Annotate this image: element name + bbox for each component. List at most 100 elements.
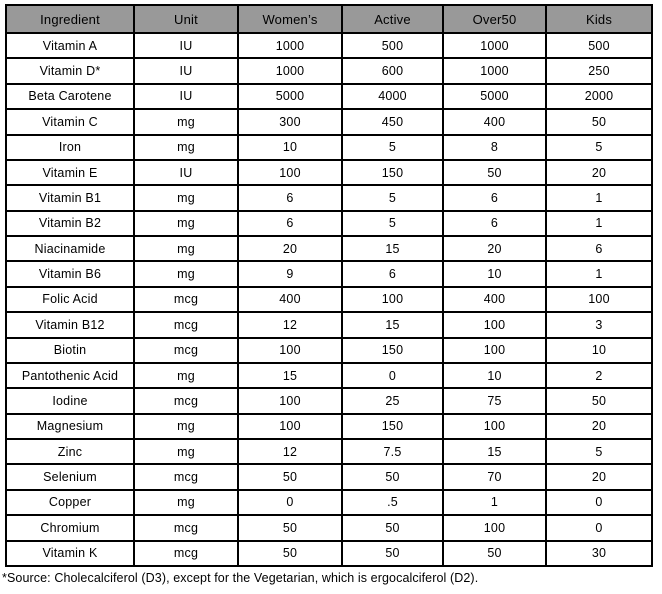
ingredient-cell: Vitamin B12	[5, 311, 135, 339]
table-row: Selenium mcg 50 50 70 20	[5, 463, 653, 491]
nutrition-table-container: Ingredient Unit Women’s Active Over50 Ki…	[5, 4, 653, 567]
value-cell: 50	[442, 539, 547, 567]
value-cell: mg	[133, 260, 239, 288]
value-cell: mcg	[133, 285, 239, 314]
value-cell: 20	[545, 158, 653, 187]
value-cell: 20	[545, 463, 653, 491]
ingredient-cell: Zinc	[5, 437, 135, 466]
value-cell: 30	[545, 539, 653, 567]
value-cell: 12	[237, 437, 343, 466]
table-row: Vitamin B2 mg 6 5 6 1	[5, 209, 653, 238]
column-header-kids: Kids	[545, 4, 653, 34]
value-cell: 25	[341, 387, 444, 415]
value-cell: IU	[133, 31, 239, 60]
value-cell: 1	[442, 488, 547, 517]
value-cell: 6	[237, 209, 343, 238]
table-row: Niacinamide mg 20 15 20 6	[5, 234, 653, 263]
value-cell: 50	[545, 108, 653, 136]
ingredient-cell: Folic Acid	[5, 285, 135, 314]
value-cell: mg	[133, 133, 239, 161]
ingredient-cell: Vitamin D*	[5, 57, 135, 85]
value-cell: 15	[442, 437, 547, 466]
value-cell: mg	[133, 108, 239, 136]
column-header-unit: Unit	[133, 4, 239, 34]
value-cell: 20	[237, 234, 343, 263]
value-cell: 50	[341, 463, 444, 491]
ingredient-cell: Niacinamide	[5, 234, 135, 263]
value-cell: 15	[237, 361, 343, 390]
value-cell: mcg	[133, 387, 239, 415]
value-cell: 6	[545, 234, 653, 263]
value-cell: 100	[442, 514, 547, 542]
value-cell: 15	[341, 311, 444, 339]
value-cell: 2000	[545, 82, 653, 111]
value-cell: 2	[545, 361, 653, 390]
value-cell: 20	[442, 234, 547, 263]
table-row: Biotin mcg 100 150 100 10	[5, 336, 653, 364]
table-row: Folic Acid mcg 400 100 400 100	[5, 285, 653, 314]
ingredient-cell: Copper	[5, 488, 135, 517]
value-cell: 50	[341, 514, 444, 542]
value-cell: mg	[133, 184, 239, 212]
table-row: Vitamin D* IU 1000 600 1000 250	[5, 57, 653, 85]
value-cell: mcg	[133, 514, 239, 542]
value-cell: 0	[545, 488, 653, 517]
value-cell: 10	[237, 133, 343, 161]
ingredient-cell: Pantothenic Acid	[5, 361, 135, 390]
ingredient-cell: Biotin	[5, 336, 135, 364]
table-row: Zinc mg 12 7.5 15 5	[5, 437, 653, 466]
value-cell: 1000	[237, 57, 343, 85]
value-cell: 100	[237, 412, 343, 441]
value-cell: 6	[442, 184, 547, 212]
value-cell: 450	[341, 108, 444, 136]
value-cell: 50	[237, 463, 343, 491]
value-cell: 0	[237, 488, 343, 517]
table-row: Vitamin B6 mg 9 6 10 1	[5, 260, 653, 288]
value-cell: 100	[442, 311, 547, 339]
table-header-row: Ingredient Unit Women’s Active Over50 Ki…	[5, 4, 653, 34]
value-cell: 20	[545, 412, 653, 441]
table-row: Vitamin A IU 1000 500 1000 500	[5, 31, 653, 60]
value-cell: 500	[545, 31, 653, 60]
value-cell: 5	[341, 209, 444, 238]
table-row: Magnesium mg 100 150 100 20	[5, 412, 653, 441]
value-cell: 50	[442, 158, 547, 187]
column-header-womens: Women’s	[237, 4, 343, 34]
value-cell: 400	[237, 285, 343, 314]
value-cell: 5	[545, 437, 653, 466]
value-cell: mg	[133, 234, 239, 263]
nutrition-table: Ingredient Unit Women’s Active Over50 Ki…	[5, 4, 653, 567]
value-cell: mg	[133, 361, 239, 390]
value-cell: 6	[442, 209, 547, 238]
ingredient-cell: Beta Carotene	[5, 82, 135, 111]
value-cell: 6	[341, 260, 444, 288]
ingredient-cell: Iron	[5, 133, 135, 161]
value-cell: 100	[442, 412, 547, 441]
value-cell: mcg	[133, 463, 239, 491]
table-row: Copper mg 0.5 1 0	[5, 488, 653, 517]
column-header-ingredient: Ingredient	[5, 4, 135, 34]
value-cell: 75	[442, 387, 547, 415]
value-cell: 3	[545, 311, 653, 339]
table-row: Chromium mcg 50 50 100 0	[5, 514, 653, 542]
value-cell: 300	[237, 108, 343, 136]
value-cell: 1000	[442, 57, 547, 85]
value-cell: 400	[442, 285, 547, 314]
value-cell: 100	[237, 158, 343, 187]
ingredient-cell: Vitamin A	[5, 31, 135, 60]
column-header-active: Active	[341, 4, 444, 34]
value-cell: 50	[341, 539, 444, 567]
value-cell: 100	[237, 336, 343, 364]
value-cell: 6	[237, 184, 343, 212]
value-cell: 4000	[341, 82, 444, 111]
value-cell: 5000	[442, 82, 547, 111]
value-cell: IU	[133, 57, 239, 85]
value-cell: 15	[341, 234, 444, 263]
value-cell: .5	[341, 488, 444, 517]
value-cell: mg	[133, 437, 239, 466]
ingredient-cell: Vitamin E	[5, 158, 135, 187]
ingredient-cell: Vitamin B1	[5, 184, 135, 212]
table-row: Iodine mcg 100 25 75 50	[5, 387, 653, 415]
table-body: Vitamin A IU 1000 500 1000 500 Vitamin D* IU 100…	[5, 31, 653, 567]
